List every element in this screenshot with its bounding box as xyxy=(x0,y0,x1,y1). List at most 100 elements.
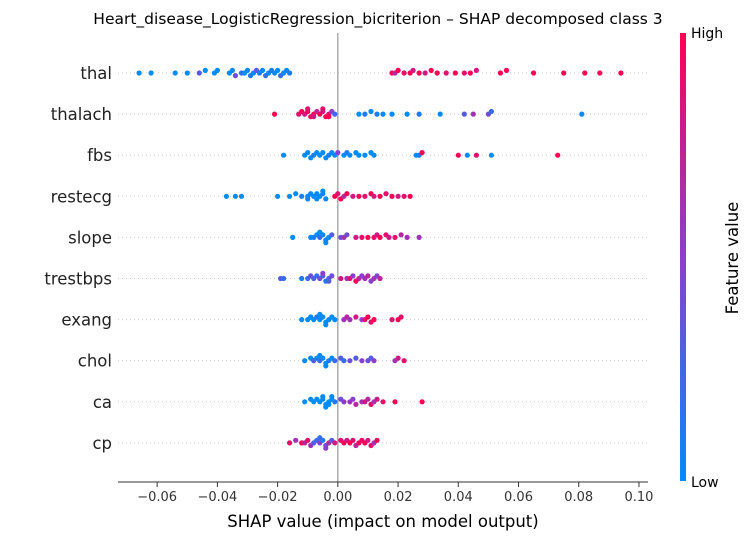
shap-point xyxy=(407,193,413,199)
shap-point xyxy=(377,234,383,240)
shap-point xyxy=(293,437,299,443)
shap-point xyxy=(344,232,350,238)
shap-point xyxy=(305,196,311,202)
shap-point xyxy=(314,196,320,202)
shap-point xyxy=(281,152,287,158)
shap-point xyxy=(299,275,305,282)
shap-point xyxy=(232,73,238,79)
chart-title: Heart_disease_LogisticRegression_bicrite… xyxy=(93,10,662,29)
shap-point xyxy=(350,193,356,199)
shap-point xyxy=(473,67,479,73)
shap-point xyxy=(365,314,371,320)
x-tick-label: 0.10 xyxy=(624,490,653,505)
shap-point xyxy=(401,193,407,199)
shap-point xyxy=(353,401,359,407)
shap-point xyxy=(317,311,323,317)
shap-point xyxy=(443,70,449,76)
shap-point xyxy=(341,399,347,405)
shap-point xyxy=(305,437,311,443)
colorbar xyxy=(680,33,686,481)
points xyxy=(136,67,624,451)
feature-label-ca: ca xyxy=(93,393,112,412)
shap-point xyxy=(148,70,154,76)
shap-point xyxy=(299,193,305,199)
shap-point xyxy=(172,70,178,76)
shap-point xyxy=(503,67,510,73)
shap-point xyxy=(410,67,416,73)
shap-point xyxy=(259,67,266,73)
shap-point xyxy=(323,363,329,369)
shap-point xyxy=(555,152,561,158)
shap-point xyxy=(416,70,422,76)
shap-point xyxy=(455,152,461,158)
shap-point xyxy=(473,152,479,158)
shap-point xyxy=(302,358,308,364)
shap-point xyxy=(531,70,537,76)
shap-point xyxy=(350,396,356,402)
colorbar-high-label: High xyxy=(691,26,723,42)
shap-point xyxy=(223,193,229,199)
shap-point xyxy=(365,396,371,402)
shap-point xyxy=(416,111,422,117)
feature-label-slope: slope xyxy=(68,228,112,247)
shap-point xyxy=(374,396,380,402)
shap-point xyxy=(362,193,368,199)
shap-point xyxy=(347,358,353,364)
shap-point xyxy=(389,111,395,117)
shap-point xyxy=(461,70,467,76)
colorbar-label: Feature value xyxy=(723,202,742,315)
shap-point xyxy=(374,111,380,117)
shap-point xyxy=(437,111,443,117)
shap-point xyxy=(353,314,359,320)
shap-point xyxy=(332,440,338,446)
shap-point xyxy=(229,67,235,73)
feature-label-thal: thal xyxy=(80,64,112,83)
shap-point xyxy=(434,70,440,76)
shap-point xyxy=(582,70,588,76)
shap-point xyxy=(332,358,338,364)
feature-label-restecg: restecg xyxy=(51,187,112,206)
shap-point xyxy=(395,67,401,73)
shap-point xyxy=(353,234,359,240)
shap-point xyxy=(428,67,434,73)
shap-point xyxy=(275,67,281,73)
shap-point xyxy=(371,193,377,199)
shap-point xyxy=(359,234,365,240)
shap-point xyxy=(275,193,281,199)
feature-label-cp: cp xyxy=(92,434,112,453)
shap-point xyxy=(323,196,329,202)
shap-point xyxy=(341,358,347,364)
shap-point xyxy=(335,191,341,197)
shap-point xyxy=(618,70,624,76)
shap-point xyxy=(320,188,326,194)
shap-point xyxy=(326,114,332,120)
shap-point xyxy=(389,317,395,323)
shap-point xyxy=(368,108,374,115)
shap-point xyxy=(365,273,371,279)
shap-point xyxy=(332,317,338,323)
x-ticks: −0.06 −0.04 −0.02 0.00 0.02 0.04 0.06 0.08 0.10 xyxy=(137,482,653,505)
shap-point xyxy=(323,240,329,246)
shap-point xyxy=(311,114,317,120)
shap-point xyxy=(380,111,386,117)
shap-point xyxy=(356,152,362,158)
feature-label-trestbps: trestbps xyxy=(44,270,112,289)
shap-point xyxy=(299,317,305,323)
feature-label-fbs: fbs xyxy=(87,146,112,165)
row-guides xyxy=(118,72,648,444)
shap-point xyxy=(305,150,311,156)
shap-point xyxy=(350,437,356,443)
shap-point xyxy=(320,150,326,156)
shap-point xyxy=(404,111,410,117)
shap-point xyxy=(404,234,410,240)
shap-point xyxy=(356,111,362,117)
shap-point xyxy=(214,67,220,73)
x-tick-label: 0.08 xyxy=(564,490,593,505)
shap-point xyxy=(371,317,377,323)
shap-point xyxy=(323,404,329,410)
shap-point xyxy=(380,399,386,405)
shap-point xyxy=(401,70,407,76)
x-tick-label: −0.02 xyxy=(258,490,298,505)
shap-point xyxy=(386,234,392,240)
shap-point xyxy=(320,394,326,400)
